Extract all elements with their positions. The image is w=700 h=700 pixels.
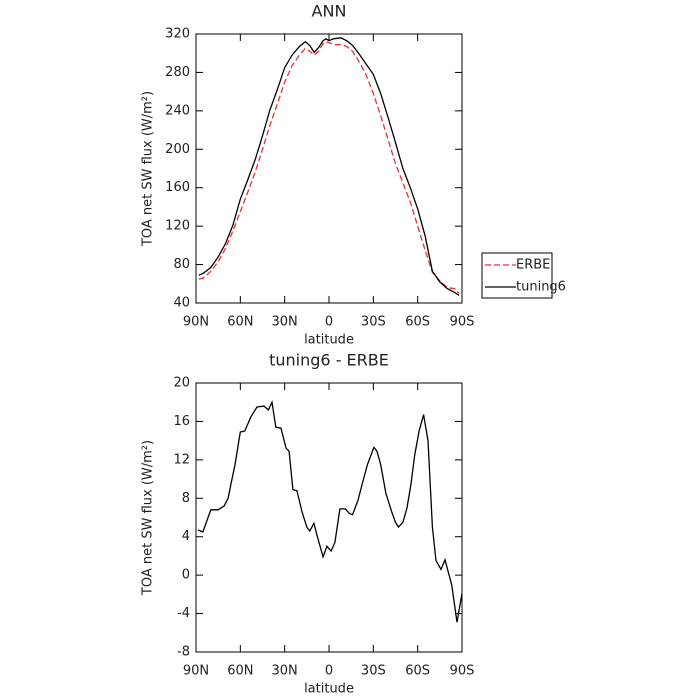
x-tick-label: 60S bbox=[405, 315, 430, 330]
legend-label: tuning6 bbox=[516, 280, 566, 295]
y-tick-label: 240 bbox=[165, 103, 190, 118]
y-tick-label: -4 bbox=[177, 606, 190, 621]
x-tick-label: 30N bbox=[272, 315, 298, 330]
x-tick-label: 30S bbox=[361, 664, 386, 679]
data-line bbox=[198, 37, 460, 296]
x-tick-label: 0 bbox=[325, 315, 333, 330]
y-tick-label: 200 bbox=[165, 142, 190, 157]
data-line bbox=[198, 40, 460, 294]
x-tick-label: 90S bbox=[450, 315, 475, 330]
y-tick-label: 16 bbox=[173, 414, 190, 429]
x-tick-label: 0 bbox=[325, 664, 333, 679]
y-axis-label: TOA net SW flux (W/m²) bbox=[141, 440, 156, 596]
x-tick-label: 30S bbox=[361, 315, 386, 330]
x-tick-label: 90N bbox=[183, 315, 209, 330]
chart-title: tuning6 - ERBE bbox=[269, 351, 389, 370]
y-axis-label: TOA net SW flux (W/m²) bbox=[141, 91, 156, 247]
x-tick-label: 90S bbox=[450, 664, 475, 679]
y-tick-label: 320 bbox=[165, 27, 190, 42]
x-tick-label: 60N bbox=[227, 664, 253, 679]
y-tick-label: 20 bbox=[173, 376, 190, 391]
x-tick-label: 60S bbox=[405, 664, 430, 679]
y-tick-label: 12 bbox=[173, 452, 190, 467]
y-tick-label: -8 bbox=[177, 645, 190, 660]
plot-frame bbox=[195, 33, 463, 304]
x-tick-label: 90N bbox=[183, 664, 209, 679]
x-tick-label: 30N bbox=[272, 664, 298, 679]
x-axis-label: latitude bbox=[304, 682, 354, 697]
y-tick-label: 4 bbox=[182, 529, 190, 544]
y-tick-label: 280 bbox=[165, 65, 190, 80]
legend-label: ERBE bbox=[516, 258, 550, 273]
y-tick-label: 0 bbox=[182, 568, 190, 583]
data-line bbox=[197, 399, 463, 623]
y-tick-label: 120 bbox=[165, 219, 190, 234]
y-tick-label: 8 bbox=[182, 491, 190, 506]
y-tick-label: 160 bbox=[165, 180, 190, 195]
chart-title: ANN bbox=[312, 2, 347, 21]
y-tick-label: 80 bbox=[173, 257, 190, 272]
legend-box bbox=[481, 252, 553, 299]
y-tick-label: 40 bbox=[173, 296, 190, 311]
x-tick-label: 60N bbox=[227, 315, 253, 330]
plot-frame bbox=[195, 382, 463, 653]
x-axis-label: latitude bbox=[304, 333, 354, 348]
